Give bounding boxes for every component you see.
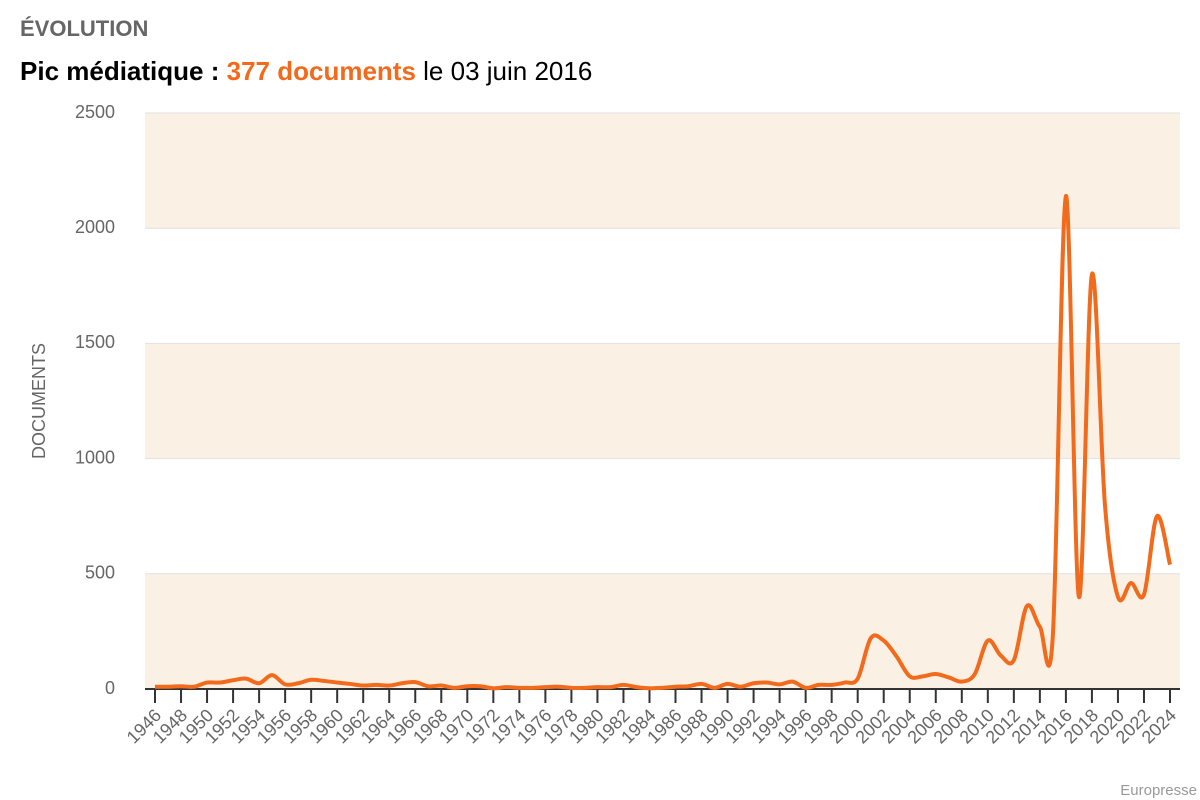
subtitle-lead: Pic médiatique : (20, 56, 219, 86)
chart-subtitle: Pic médiatique : 377 documents le 03 jui… (20, 56, 592, 86)
subtitle-highlight: 377 documents (227, 56, 416, 86)
series-line (154, 193, 1172, 691)
y-tick-label: 1500 (75, 332, 115, 352)
y-tick-label: 2000 (75, 217, 115, 237)
source: Europresse (1120, 782, 1197, 799)
y-tick-label: 500 (85, 563, 115, 583)
y-tick-label: 1000 (75, 447, 115, 467)
plot-band (145, 573, 1180, 689)
subtitle-tail: le 03 juin 2016 (423, 56, 592, 86)
chart-title: ÉVOLUTION (20, 16, 148, 41)
y-axis-label: DOCUMENTS (29, 343, 49, 459)
plot-band (145, 343, 1180, 459)
y-tick-label: 0 (105, 678, 115, 698)
y-tick-label: 2500 (75, 102, 115, 122)
plot-band (145, 113, 1180, 229)
